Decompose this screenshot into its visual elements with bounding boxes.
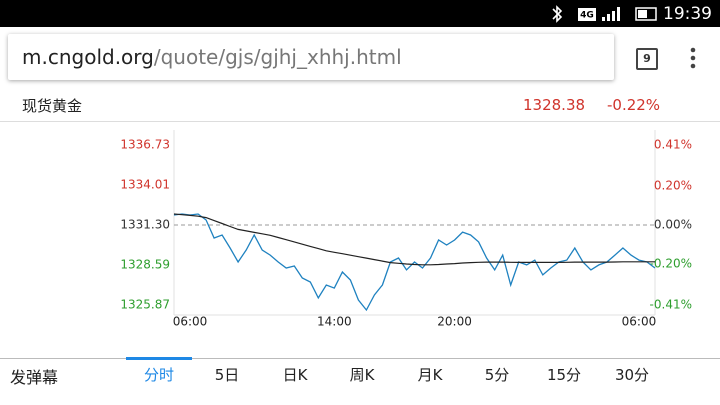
- danmaku-button[interactable]: 发弹幕: [10, 368, 59, 387]
- clock: 19:39: [663, 4, 712, 24]
- y-tick-label: 1334.01: [120, 178, 170, 192]
- menu-button[interactable]: [688, 46, 698, 70]
- menu-dot: [690, 55, 696, 61]
- y-tick-label: 1336.73: [120, 138, 170, 152]
- signal-bar: [612, 11, 615, 21]
- network-type: 4G: [580, 11, 594, 21]
- url-domain: m.cngold.org: [22, 45, 154, 69]
- x-tick-label: 06:00: [173, 315, 208, 329]
- menu-dot: [690, 47, 696, 53]
- battery-icon: [635, 7, 657, 21]
- quote-name: 现货黄金: [22, 97, 83, 115]
- url-bar[interactable]: m.cngold.org/quote/gjs/gjhj_xhhj.html: [8, 34, 614, 80]
- chart-tab[interactable]: 5日: [214, 366, 240, 384]
- bluetooth-icon: [552, 5, 563, 23]
- price-line: [173, 213, 656, 312]
- x-tick-label: 14:00: [317, 315, 352, 329]
- y2-tick-label: 0.20%: [654, 178, 692, 192]
- signal-bar: [617, 7, 620, 21]
- y-tick-label: 1325.87: [120, 298, 170, 312]
- x-tick-label: 20:00: [437, 315, 472, 329]
- y-tick-label: 1331.30: [120, 218, 170, 232]
- chart-tab[interactable]: 30分: [614, 366, 650, 384]
- chart-tab[interactable]: 5分: [484, 366, 510, 384]
- status-icons: 4G: [552, 5, 657, 23]
- quote-price: 1328.38: [523, 96, 586, 114]
- menu-dot: [690, 63, 696, 69]
- chart-tab[interactable]: 15分: [546, 366, 582, 384]
- battery-level: [638, 10, 647, 18]
- y2-tick-label: -0.41%: [650, 298, 692, 312]
- quote-change: -0.22%: [607, 96, 661, 114]
- tab-switcher[interactable]: 9: [636, 48, 658, 70]
- status-bar: 4G 19:39: [0, 0, 720, 27]
- tab-divider: [0, 358, 720, 359]
- chart-tab[interactable]: 日K: [282, 366, 308, 384]
- divider: [0, 121, 720, 122]
- y2-tick-label: 0.41%: [654, 138, 692, 152]
- url-path: /quote/gjs/gjhj_xhhj.html: [153, 45, 402, 69]
- active-tab-indicator: [126, 357, 192, 360]
- price-line: [173, 213, 655, 266]
- x-tick-label: 06:00: [622, 315, 657, 329]
- y-tick-label: 1328.59: [120, 257, 170, 271]
- chart-tab[interactable]: 分时: [143, 366, 175, 384]
- network-badge: [578, 8, 596, 21]
- chart-tab[interactable]: 月K: [417, 366, 443, 384]
- signal-bar: [602, 17, 605, 21]
- y2-tick-label: -0.20%: [650, 257, 692, 271]
- signal-bar: [607, 14, 610, 21]
- y2-tick-label: 0.00%: [654, 218, 692, 232]
- chart-tab[interactable]: 周K: [349, 366, 375, 384]
